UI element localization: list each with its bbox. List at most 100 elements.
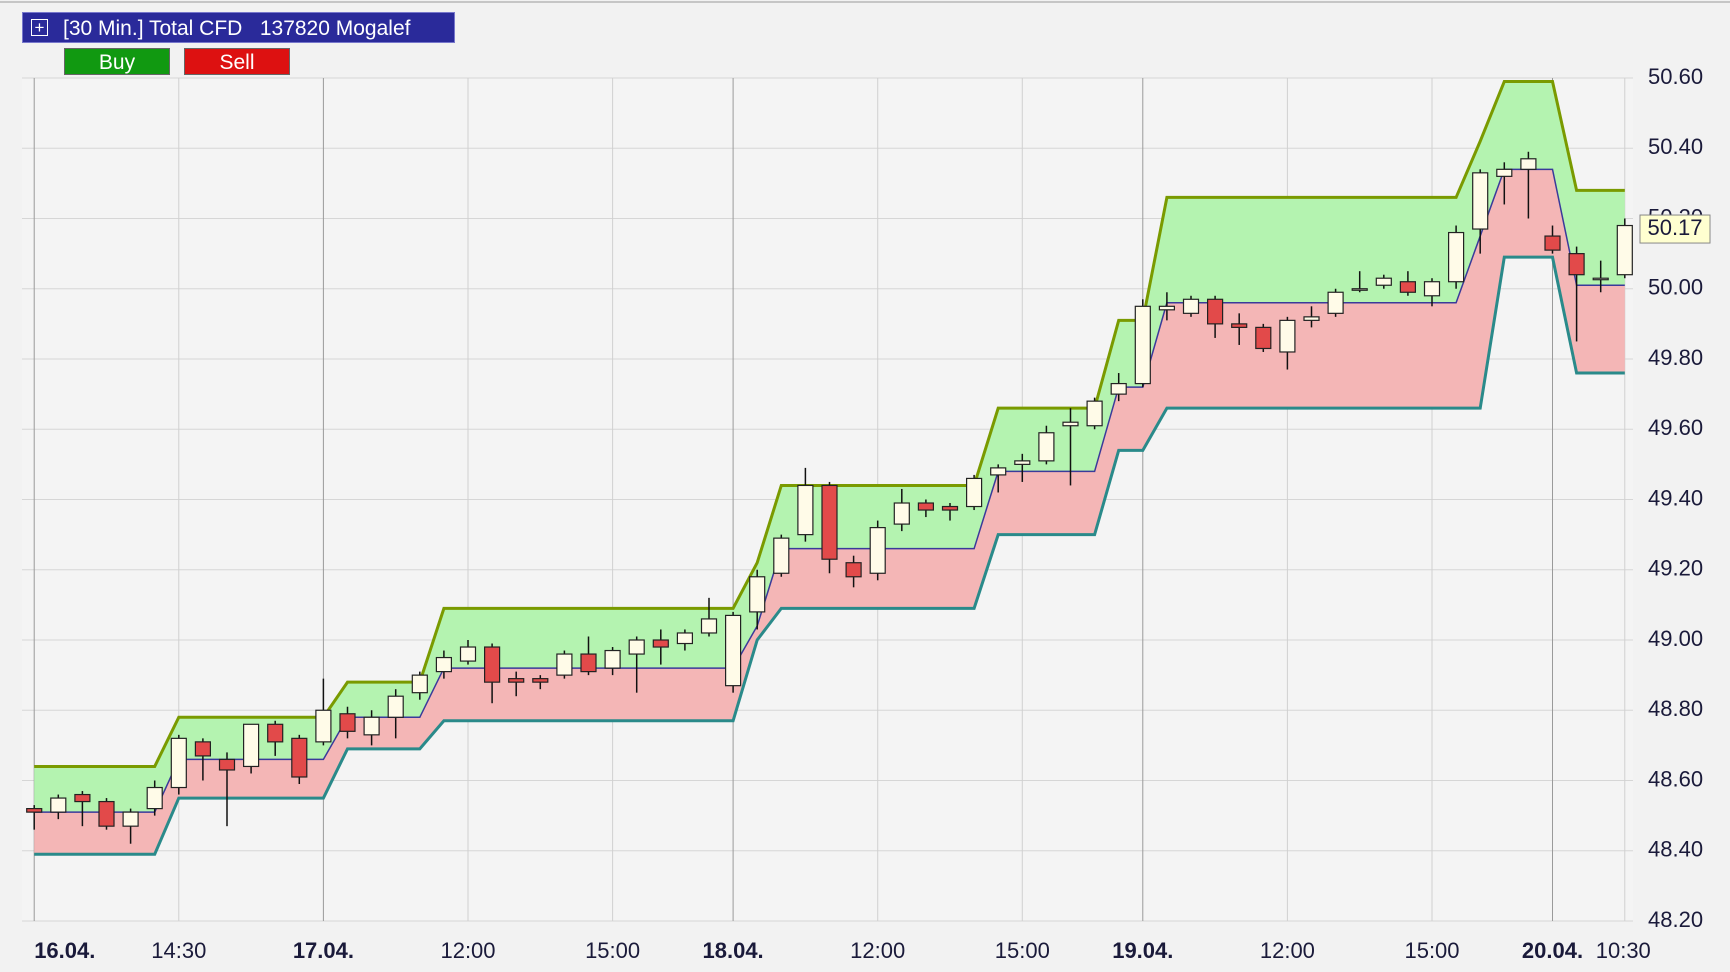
candle-body: [1279, 319, 1296, 353]
candle-body: [893, 502, 910, 525]
candle-body: [821, 484, 838, 560]
candle-body: [1351, 288, 1368, 291]
candle-body: [1472, 172, 1489, 230]
expand-icon[interactable]: +: [31, 19, 48, 36]
y-tick-label: 48.80: [1648, 696, 1703, 721]
x-tick-label: 15:00: [585, 938, 640, 963]
y-tick-label: 49.40: [1648, 485, 1703, 510]
candle-body: [1327, 291, 1344, 314]
candle-body: [459, 646, 477, 662]
y-tick-label: 48.60: [1648, 766, 1703, 791]
candle-body: [628, 639, 645, 655]
candle-body: [990, 467, 1007, 476]
candle-body: [74, 793, 91, 803]
sell-button[interactable]: Sell: [184, 48, 290, 75]
candle-body: [267, 723, 284, 743]
candle-body: [556, 653, 573, 676]
y-tick-label: 50.00: [1648, 275, 1703, 300]
candle-body: [773, 537, 790, 574]
candle-body: [941, 505, 959, 511]
candle-body: [1110, 382, 1127, 395]
x-tick-label: 16.04.: [34, 938, 95, 963]
x-tick-label: 15:00: [1404, 938, 1459, 963]
candle-body: [1062, 421, 1079, 427]
candle-body: [700, 618, 718, 634]
candle-body: [1038, 432, 1055, 462]
candle-body: [580, 653, 597, 673]
x-tick-label: 19.04.: [1112, 938, 1173, 963]
candle-body: [1206, 298, 1224, 325]
candle-body: [676, 632, 694, 645]
y-tick-label: 49.80: [1648, 345, 1703, 370]
candle-body: [604, 649, 621, 669]
y-tick-label: 48.20: [1648, 907, 1703, 932]
lower-band-line: [34, 255, 1625, 856]
last-price-label: 50.17: [1647, 215, 1702, 240]
candle-body: [797, 484, 814, 536]
candle-body: [652, 639, 669, 648]
candle-body: [243, 723, 260, 768]
candle-body: [146, 786, 163, 810]
candle-body: [1014, 460, 1031, 465]
candle-body: [484, 646, 501, 683]
candle-body: [1568, 253, 1585, 276]
candle-body: [411, 674, 428, 694]
candle-body: [1399, 281, 1417, 293]
y-tick-label: 50.60: [1648, 64, 1703, 89]
candle-body: [50, 797, 67, 813]
x-tick-label: 15:00: [995, 938, 1050, 963]
candle-body: [1182, 298, 1200, 314]
candle-body: [1255, 326, 1272, 350]
candle-body: [387, 695, 404, 718]
candle-body: [363, 716, 380, 736]
chart-header: + [30 Min.] Total CFD 137820 Mogalef: [22, 12, 455, 43]
chart-title: [30 Min.] Total CFD 137820 Mogalef: [63, 17, 411, 40]
candle-body: [1231, 323, 1248, 328]
x-tick-label: 12:00: [1260, 938, 1315, 963]
y-tick-label: 48.40: [1648, 837, 1703, 862]
candle-body: [869, 526, 886, 574]
candle-body: [194, 741, 211, 757]
x-tick-label: 18.04.: [703, 938, 764, 963]
candle-body: [845, 562, 862, 578]
candle-body: [532, 678, 549, 683]
x-tick-label: 12:00: [850, 938, 905, 963]
candle-body: [218, 758, 236, 771]
candle-body: [315, 709, 332, 743]
candle-body: [170, 737, 187, 789]
x-tick-label: 12:00: [440, 938, 495, 963]
candle-body: [122, 811, 139, 827]
candle-body: [435, 656, 452, 673]
candle-body: [1423, 281, 1441, 297]
y-tick-label: 49.20: [1648, 556, 1703, 581]
buy-button[interactable]: Buy: [64, 48, 170, 75]
candle-body: [1375, 277, 1392, 286]
candle-body: [98, 800, 115, 827]
candle-body: [1303, 316, 1320, 321]
candle-body: [1616, 224, 1633, 276]
candle-body: [1544, 235, 1561, 251]
x-tick-label: 10:30: [1596, 938, 1651, 963]
x-tick-label: 14:30: [151, 938, 206, 963]
last-price-box: [1639, 214, 1711, 244]
candle-body: [339, 713, 356, 732]
candle-body: [1134, 305, 1151, 385]
candle-body: [724, 614, 742, 687]
candle-body: [1520, 158, 1537, 170]
candle-body: [1158, 305, 1176, 311]
candle-body: [749, 576, 766, 613]
candle-body: [1086, 400, 1103, 427]
candle-body: [508, 678, 525, 683]
x-tick-label: 17.04.: [293, 938, 354, 963]
y-tick-label: 49.00: [1648, 626, 1703, 651]
y-tick-label: 50.40: [1648, 134, 1703, 159]
candle-body: [917, 502, 935, 511]
y-tick-label: 49.60: [1648, 415, 1703, 440]
lower-band-area: [34, 169, 1625, 855]
candle-body: [1496, 168, 1513, 177]
candle-body: [291, 737, 308, 778]
candle-body: [965, 477, 983, 508]
x-tick-label: 20.04.: [1522, 938, 1583, 963]
